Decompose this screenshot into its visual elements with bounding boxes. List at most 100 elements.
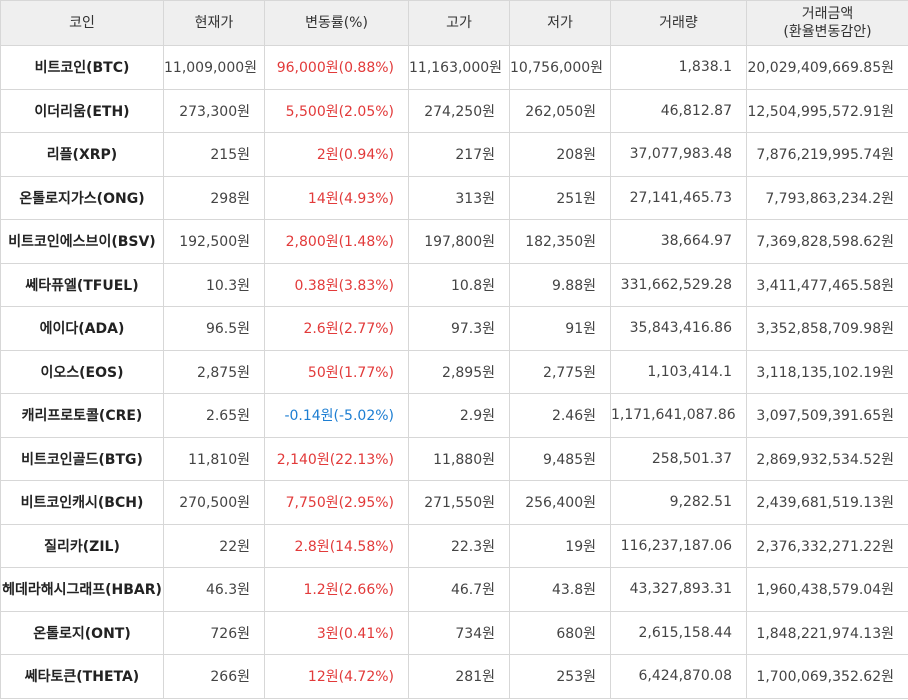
change-rate-cell: 2,140원(22.13%) (264, 436, 409, 481)
table-row: 비트코인(BTC) 11,009,000원 96,000원(0.88%) 11,163… (0, 45, 908, 90)
high-price-cell: 281원 (408, 654, 510, 699)
low-price-cell: 256,400원 (509, 480, 611, 525)
current-price-cell: 266원 (163, 654, 265, 699)
trade-amount-cell: 3,411,477,465.58원 (746, 262, 908, 307)
trade-amount-cell: 2,869,932,534.52원 (746, 436, 908, 481)
current-price-cell: 270,500원 (163, 480, 265, 525)
coin-name-cell: 캐리프로토콜(CRE) (0, 393, 164, 438)
header-high: 고가 (408, 0, 510, 46)
trade-amount-cell: 1,848,221,974.13원 (746, 610, 908, 655)
high-price-cell: 10.8원 (408, 262, 510, 307)
volume-cell: 331,662,529.28 (610, 262, 747, 307)
low-price-cell: 253원 (509, 654, 611, 699)
table-row: 쎄타퓨엘(TFUEL) 10.3원 0.38원(3.83%) 10.8원 9.88원 33… (0, 262, 908, 307)
coin-name-cell: 에이다(ADA) (0, 306, 164, 351)
current-price-cell: 273,300원 (163, 88, 265, 133)
current-price-cell: 298원 (163, 175, 265, 220)
table-row: 이오스(EOS) 2,875원 50원(1.77%) 2,895원 2,775원 1,10… (0, 349, 908, 394)
high-price-cell: 2,895원 (408, 349, 510, 394)
high-price-cell: 271,550원 (408, 480, 510, 525)
current-price-cell: 22원 (163, 523, 265, 568)
low-price-cell: 2.46원 (509, 393, 611, 438)
current-price-cell: 192,500원 (163, 219, 265, 264)
trade-amount-cell: 3,097,509,391.65원 (746, 393, 908, 438)
volume-cell: 27,141,465.73 (610, 175, 747, 220)
high-price-cell: 313원 (408, 175, 510, 220)
change-rate-cell: 50원(1.77%) (264, 349, 409, 394)
coin-name-cell: 헤데라해시그래프(HBAR) (0, 567, 164, 612)
low-price-cell: 182,350원 (509, 219, 611, 264)
coin-name-cell: 이오스(EOS) (0, 349, 164, 394)
trade-amount-cell: 7,793,863,234.2원 (746, 175, 908, 220)
change-rate-cell: 2,800원(1.48%) (264, 219, 409, 264)
high-price-cell: 274,250원 (408, 88, 510, 133)
table-row: 비트코인골드(BTG) 11,810원 2,140원(22.13%) 11,880원 9… (0, 436, 908, 481)
high-price-cell: 2.9원 (408, 393, 510, 438)
trade-amount-cell: 1,700,069,352.62원 (746, 654, 908, 699)
trade-amount-cell: 7,876,219,995.74원 (746, 132, 908, 177)
table-row: 캐리프로토콜(CRE) 2.65원 -0.14원(-5.02%) 2.9원 2.46원 1… (0, 393, 908, 438)
change-rate-cell: 12원(4.72%) (264, 654, 409, 699)
header-volume: 거래량 (610, 0, 747, 46)
coin-name-cell: 리플(XRP) (0, 132, 164, 177)
change-rate-cell: 96,000원(0.88%) (264, 45, 409, 90)
trade-amount-cell: 20,029,409,669.85원 (746, 45, 908, 90)
volume-cell: 38,664.97 (610, 219, 747, 264)
table-row: 이더리움(ETH) 273,300원 5,500원(2.05%) 274,250원 26… (0, 88, 908, 133)
volume-cell: 46,812.87 (610, 88, 747, 133)
trade-amount-cell: 1,960,438,579.04원 (746, 567, 908, 612)
volume-cell: 1,103,414.1 (610, 349, 747, 394)
low-price-cell: 19원 (509, 523, 611, 568)
volume-cell: 35,843,416.86 (610, 306, 747, 351)
table-row: 헤데라해시그래프(HBAR) 46.3원 1.2원(2.66%) 46.7원 43.8원… (0, 567, 908, 612)
coin-name-cell: 비트코인캐시(BCH) (0, 480, 164, 525)
table-row: 쎄타토큰(THETA) 266원 12원(4.72%) 281원 253원 6,424,8… (0, 654, 908, 699)
coin-name-cell: 온톨로지(ONT) (0, 610, 164, 655)
table-row: 온톨로지가스(ONG) 298원 14원(4.93%) 313원 251원 27,141,… (0, 175, 908, 220)
volume-cell: 6,424,870.08 (610, 654, 747, 699)
high-price-cell: 217원 (408, 132, 510, 177)
low-price-cell: 91원 (509, 306, 611, 351)
low-price-cell: 262,050원 (509, 88, 611, 133)
table-header-row: 코인 현재가 변동률(%) 고가 저가 거래량 거래금액 (환율변동감안) (0, 0, 908, 46)
current-price-cell: 11,810원 (163, 436, 265, 481)
change-rate-cell: -0.14원(-5.02%) (264, 393, 409, 438)
coin-name-cell: 질리카(ZIL) (0, 523, 164, 568)
low-price-cell: 208원 (509, 132, 611, 177)
coin-name-cell: 쎄타토큰(THETA) (0, 654, 164, 699)
trade-amount-cell: 2,376,332,271.22원 (746, 523, 908, 568)
high-price-cell: 22.3원 (408, 523, 510, 568)
change-rate-cell: 7,750원(2.95%) (264, 480, 409, 525)
volume-cell: 37,077,983.48 (610, 132, 747, 177)
table-row: 리플(XRP) 215원 2원(0.94%) 217원 208원 37,077,983.4… (0, 132, 908, 177)
high-price-cell: 11,163,000원 (408, 45, 510, 90)
volume-cell: 1,838.1 (610, 45, 747, 90)
table-row: 질리카(ZIL) 22원 2.8원(14.58%) 22.3원 19원 116,237,1… (0, 523, 908, 568)
coin-name-cell: 쎄타퓨엘(TFUEL) (0, 262, 164, 307)
low-price-cell: 9,485원 (509, 436, 611, 481)
low-price-cell: 251원 (509, 175, 611, 220)
low-price-cell: 10,756,000원 (509, 45, 611, 90)
current-price-cell: 215원 (163, 132, 265, 177)
trade-amount-cell: 3,352,858,709.98원 (746, 306, 908, 351)
header-price: 현재가 (163, 0, 265, 46)
coin-name-cell: 비트코인(BTC) (0, 45, 164, 90)
low-price-cell: 9.88원 (509, 262, 611, 307)
current-price-cell: 2,875원 (163, 349, 265, 394)
coin-name-cell: 이더리움(ETH) (0, 88, 164, 133)
change-rate-cell: 2.6원(2.77%) (264, 306, 409, 351)
volume-cell: 258,501.37 (610, 436, 747, 481)
coin-name-cell: 온톨로지가스(ONG) (0, 175, 164, 220)
high-price-cell: 197,800원 (408, 219, 510, 264)
current-price-cell: 10.3원 (163, 262, 265, 307)
trade-amount-cell: 7,369,828,598.62원 (746, 219, 908, 264)
volume-cell: 116,237,187.06 (610, 523, 747, 568)
table-row: 온톨로지(ONT) 726원 3원(0.41%) 734원 680원 2,615,158.… (0, 610, 908, 655)
table-row: 비트코인캐시(BCH) 270,500원 7,750원(2.95%) 271,550원… (0, 480, 908, 525)
high-price-cell: 734원 (408, 610, 510, 655)
trade-amount-cell: 12,504,995,572.91원 (746, 88, 908, 133)
table-row: 에이다(ADA) 96.5원 2.6원(2.77%) 97.3원 91원 35,843,4… (0, 306, 908, 351)
current-price-cell: 726원 (163, 610, 265, 655)
change-rate-cell: 14원(4.93%) (264, 175, 409, 220)
